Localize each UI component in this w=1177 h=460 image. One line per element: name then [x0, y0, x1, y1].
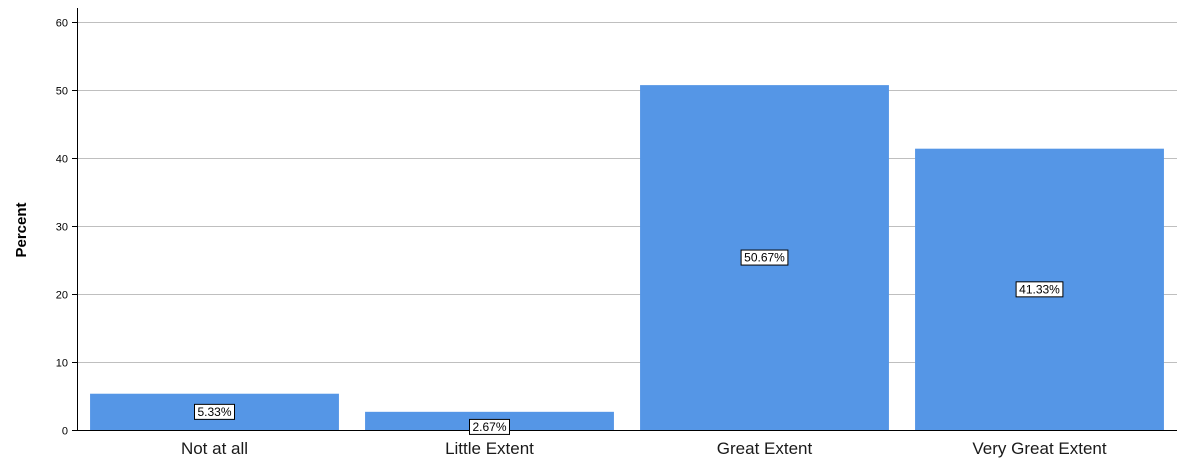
x-category-label: Great Extent — [717, 439, 813, 458]
axes — [72, 8, 1177, 431]
y-tick-label: 30 — [56, 222, 68, 234]
y-tick-label: 40 — [56, 154, 68, 166]
y-tick-label: 20 — [56, 290, 68, 302]
data-label-box — [740, 249, 789, 266]
x-category-label: Very Great Extent — [972, 439, 1106, 458]
y-tick-labels: 0 10 20 30 40 50 60 — [56, 18, 68, 438]
bars — [90, 85, 1164, 430]
y-tick-label: 50 — [56, 86, 68, 98]
x-category-labels: Not at all Little Extent Great Extent Very … — [181, 439, 1107, 458]
data-labels: 5.33% 2.67% 50.67% 41.33% — [194, 249, 1064, 435]
y-tick-label: 10 — [56, 358, 68, 370]
y-tick-label: 0 — [62, 426, 68, 438]
data-label-box — [1015, 281, 1064, 298]
data-label-box — [194, 403, 235, 420]
y-tick-label: 60 — [56, 18, 68, 30]
data-label: 41.33% — [1019, 282, 1060, 296]
x-category-label: Little Extent — [445, 439, 534, 458]
x-category-label: Not at all — [181, 439, 248, 458]
data-label: 5.33% — [197, 405, 231, 419]
data-label-box — [469, 418, 510, 435]
data-label: 50.67% — [744, 251, 785, 265]
y-axis-title: Percent — [13, 202, 30, 257]
data-label: 2.67% — [472, 420, 506, 434]
